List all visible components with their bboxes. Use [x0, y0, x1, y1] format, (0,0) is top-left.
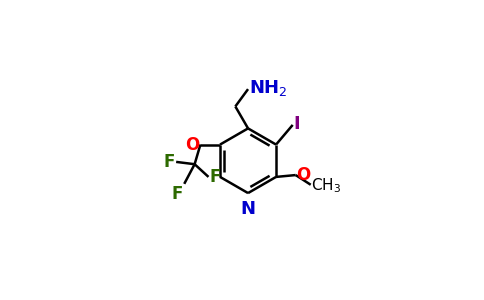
Text: F: F: [210, 168, 221, 186]
Text: N: N: [241, 200, 256, 218]
Text: CH$_3$: CH$_3$: [311, 177, 342, 195]
Text: F: F: [172, 185, 183, 203]
Text: O: O: [185, 136, 200, 154]
Text: I: I: [294, 115, 300, 133]
Text: NH$_2$: NH$_2$: [249, 78, 287, 98]
Text: F: F: [164, 153, 175, 171]
Text: O: O: [296, 166, 311, 184]
